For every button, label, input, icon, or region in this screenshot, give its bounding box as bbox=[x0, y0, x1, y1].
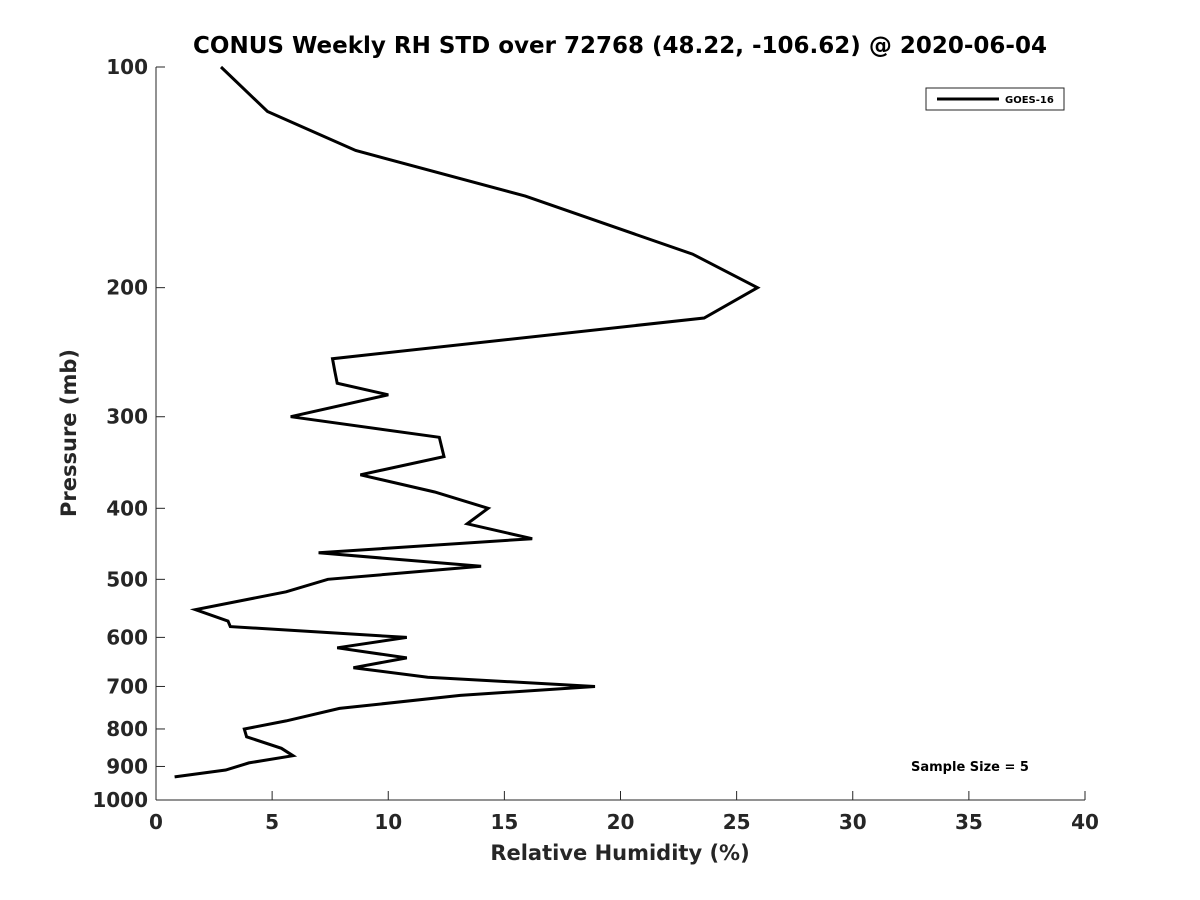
y-axis-label: Pressure (mb) bbox=[57, 349, 81, 517]
sample-size-annotation: Sample Size = 5 bbox=[911, 760, 1029, 775]
legend-entry-label: GOES-16 bbox=[1005, 95, 1054, 106]
x-axis-ticks: 0 5 10 15 20 25 30 35 40 bbox=[149, 791, 1099, 834]
x-tick-label: 20 bbox=[607, 810, 635, 834]
x-tick-label: 10 bbox=[374, 810, 402, 834]
legend: GOES-16 bbox=[925, 87, 1065, 111]
x-tick-label: 40 bbox=[1071, 810, 1099, 834]
y-tick-label: 900 bbox=[106, 754, 148, 778]
x-tick-label: 25 bbox=[723, 810, 751, 834]
x-tick-label: 30 bbox=[839, 810, 867, 834]
y-tick-label: 800 bbox=[106, 717, 148, 741]
x-tick-label: 5 bbox=[265, 810, 279, 834]
y-tick-label: 400 bbox=[106, 496, 148, 520]
y-tick-label: 200 bbox=[106, 276, 148, 300]
y-axis-ticks: 100 200 300 400 500 600 700 800 900 1000 bbox=[92, 55, 165, 812]
series-line-goes-16 bbox=[174, 65, 761, 779]
x-axis-label: Relative Humidity (%) bbox=[490, 841, 749, 865]
y-tick-label: 100 bbox=[106, 55, 148, 79]
y-tick-label: 300 bbox=[106, 405, 148, 429]
x-tick-label: 35 bbox=[955, 810, 983, 834]
x-tick-label: 15 bbox=[490, 810, 518, 834]
y-tick-label: 1000 bbox=[92, 788, 148, 812]
x-tick-label: 0 bbox=[149, 810, 163, 834]
y-tick-label: 600 bbox=[106, 625, 148, 649]
series-layer bbox=[174, 65, 761, 779]
chart-title: CONUS Weekly RH STD over 72768 (48.22, -… bbox=[193, 33, 1047, 59]
y-tick-label: 700 bbox=[106, 674, 148, 698]
y-tick-label: 500 bbox=[106, 567, 148, 591]
